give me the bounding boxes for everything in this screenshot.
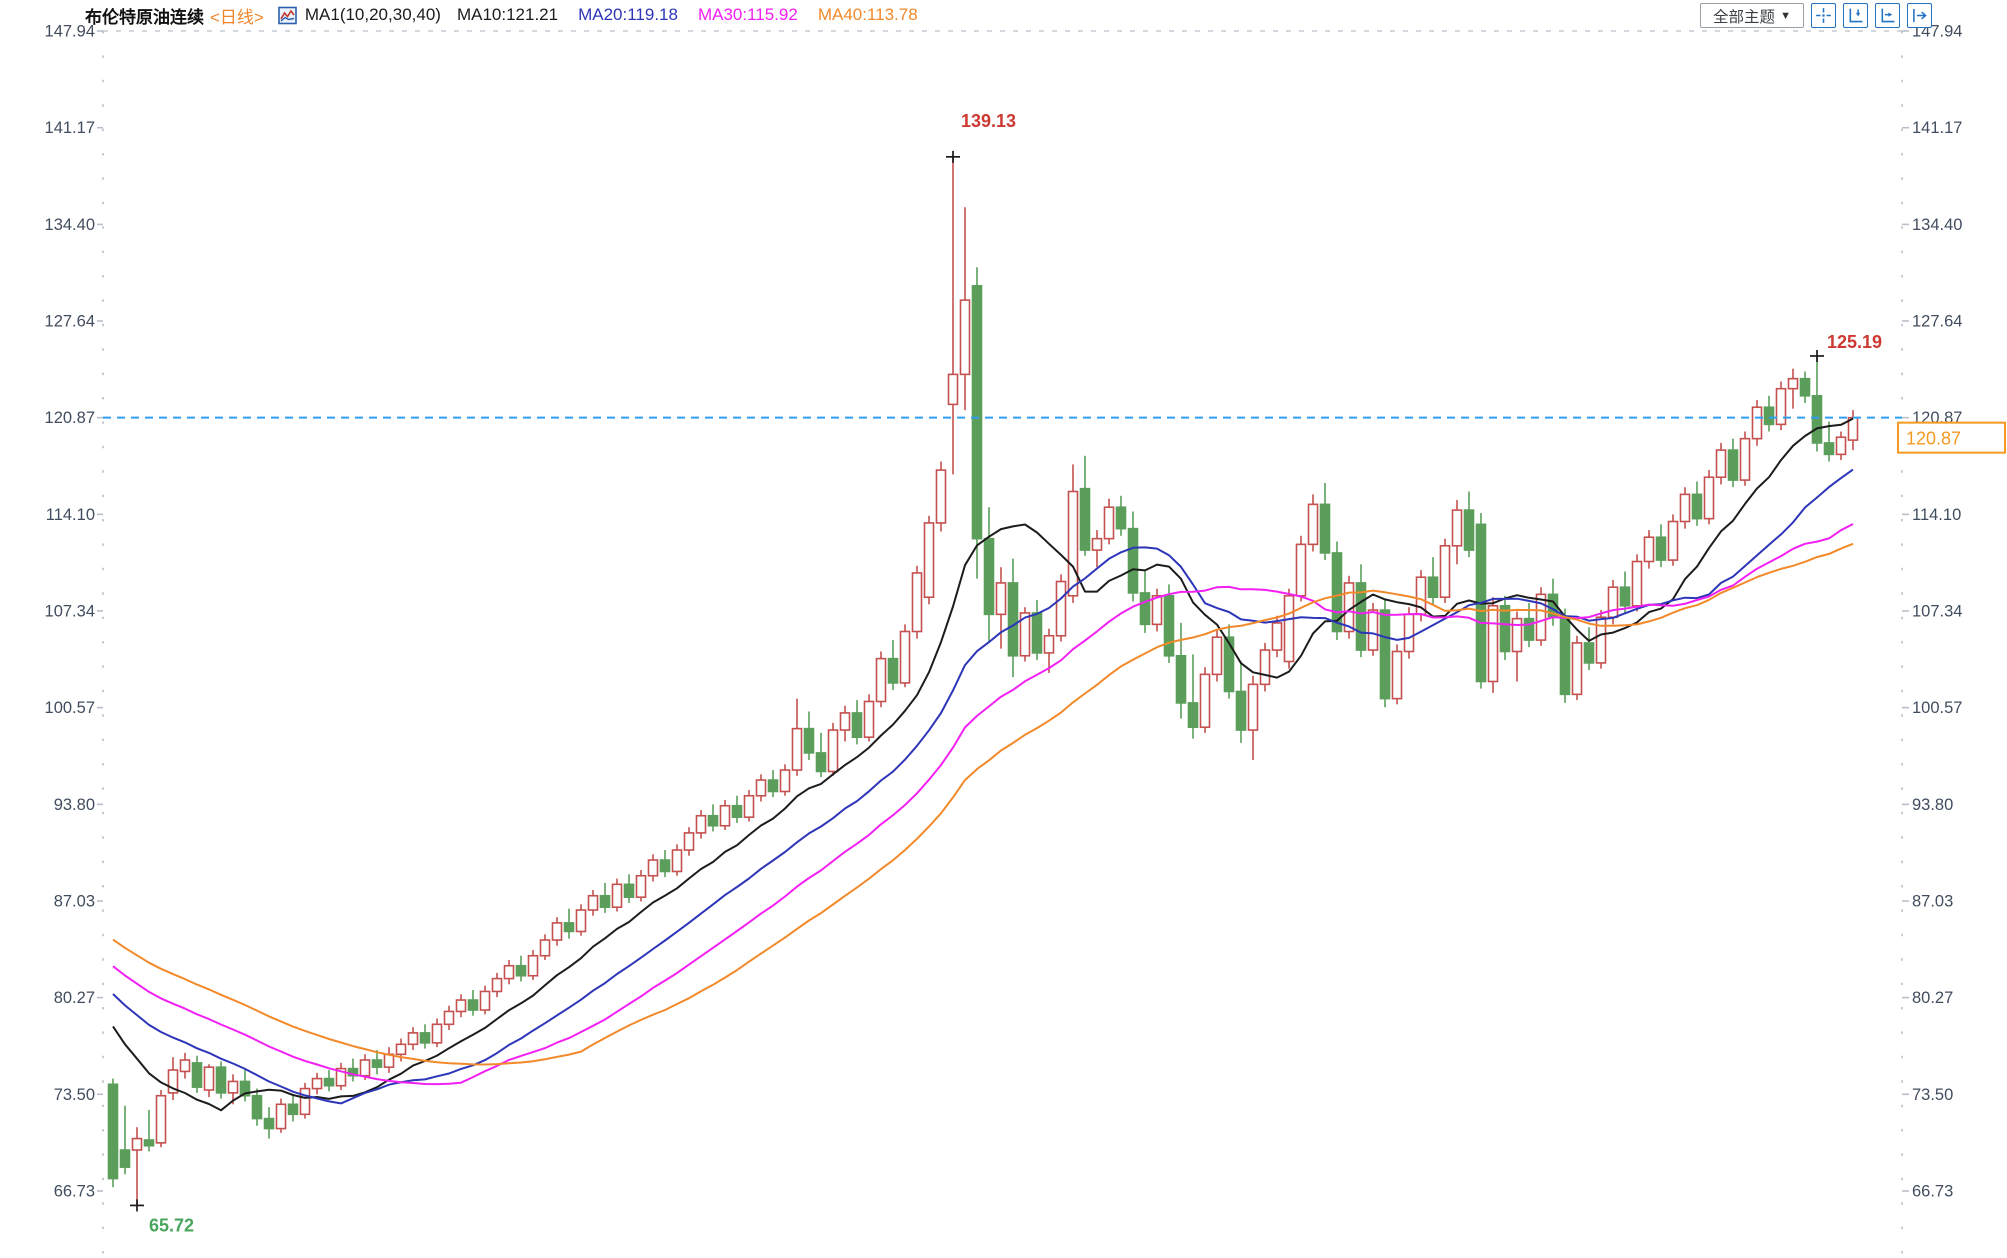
svg-text:73.50: 73.50 — [54, 1086, 95, 1104]
toolbar: 全部主题 ▼ — [1700, 3, 1932, 28]
export-arrow-icon — [1913, 9, 1927, 22]
svg-text:120.87: 120.87 — [1906, 429, 1961, 449]
ma-legend: MA10:121.21 MA20:119.18 MA30:115.92 MA40:11… — [457, 5, 918, 25]
svg-text:141.17: 141.17 — [1912, 119, 1962, 137]
instrument-title: 布伦特原油连续 — [85, 7, 204, 27]
svg-text:147.94: 147.94 — [45, 23, 95, 41]
theme-dropdown-label: 全部主题 — [1713, 8, 1776, 26]
svg-text:65.72: 65.72 — [149, 1215, 194, 1235]
svg-text:107.34: 107.34 — [1912, 602, 1962, 620]
svg-text:66.73: 66.73 — [1912, 1183, 1953, 1201]
ma-legend-item: MA40:113.78 — [817, 5, 918, 24]
svg-text:107.34: 107.34 — [45, 602, 95, 620]
svg-text:87.03: 87.03 — [54, 893, 95, 911]
svg-text:93.80: 93.80 — [1912, 796, 1953, 814]
svg-text:127.64: 127.64 — [1912, 312, 1962, 330]
period-tag[interactable]: <日线> — [210, 7, 264, 27]
chevron-down-icon: ▼ — [1780, 9, 1791, 22]
svg-text:73.50: 73.50 — [1912, 1086, 1953, 1104]
svg-text:100.57: 100.57 — [1912, 699, 1962, 717]
svg-text:127.64: 127.64 — [45, 312, 95, 330]
chart-header: 布伦特原油连续 <日线> MA1(10,20,30,40) MA10:121.2… — [0, 0, 2007, 30]
ma-legend-item: MA30:115.92 — [697, 5, 798, 24]
svg-text:93.80: 93.80 — [54, 796, 95, 814]
svg-text:66.73: 66.73 — [54, 1183, 95, 1201]
svg-text:134.40: 134.40 — [1912, 216, 1962, 234]
ma-legend-item: MA10:121.21 — [456, 5, 559, 24]
svg-text:114.10: 114.10 — [1912, 506, 1961, 524]
svg-text:100.57: 100.57 — [45, 699, 95, 717]
svg-text:120.87: 120.87 — [45, 409, 95, 427]
theme-dropdown-button[interactable]: 全部主题 ▼ — [1700, 3, 1804, 28]
kline-chart-icon — [278, 6, 297, 25]
svg-text:139.13: 139.13 — [961, 111, 1016, 131]
crosshair-move-icon — [1816, 8, 1831, 23]
axis-arrow-right-icon — [1881, 8, 1895, 23]
svg-text:134.40: 134.40 — [45, 216, 95, 234]
axis-arrow-down-icon — [1849, 8, 1863, 23]
svg-text:80.27: 80.27 — [54, 989, 95, 1007]
ma-legend-item: MA20:119.18 — [578, 5, 678, 24]
indicator-label[interactable]: MA1(10,20,30,40) — [304, 5, 441, 24]
svg-text:125.19: 125.19 — [1827, 332, 1882, 352]
crosshair-tool-button[interactable] — [1811, 3, 1836, 28]
svg-text:87.03: 87.03 — [1912, 893, 1953, 911]
axis-scale-down-button[interactable] — [1843, 3, 1868, 28]
svg-text:114.10: 114.10 — [46, 506, 95, 524]
svg-text:80.27: 80.27 — [1912, 989, 1953, 1007]
export-button[interactable] — [1907, 3, 1932, 28]
svg-text:141.17: 141.17 — [45, 119, 95, 137]
axis-scale-right-button[interactable] — [1875, 3, 1900, 28]
